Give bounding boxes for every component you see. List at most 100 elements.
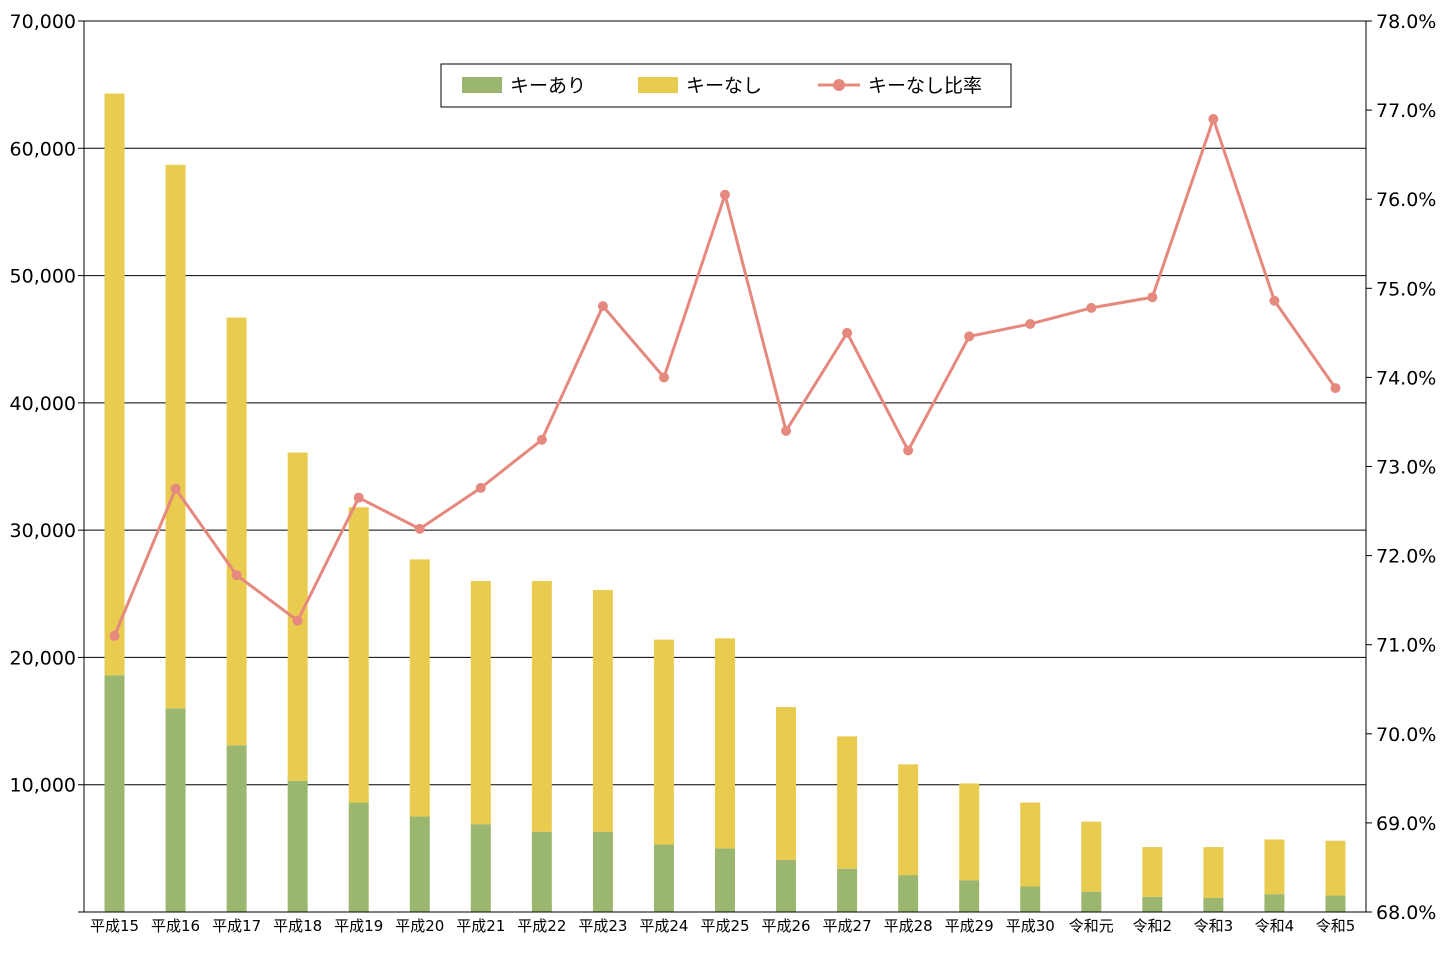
bar-with-key-14 bbox=[959, 880, 980, 912]
ratio-point-20 bbox=[1330, 383, 1341, 394]
ratio-line bbox=[109, 114, 1341, 641]
y-left-label-6: 70,000 bbox=[10, 11, 76, 33]
x-label-15: 平成30 bbox=[1006, 917, 1055, 935]
bar-with-key-17 bbox=[1142, 896, 1163, 912]
x-label-13: 平成28 bbox=[884, 917, 933, 935]
bar-without-key-17 bbox=[1142, 847, 1163, 897]
ratio-point-3 bbox=[292, 615, 303, 626]
bar-without-key-15 bbox=[1020, 802, 1041, 887]
y-right-label-7: 75.0% bbox=[1376, 278, 1436, 300]
bar-without-key-19 bbox=[1264, 839, 1285, 895]
ratio-point-16 bbox=[1086, 302, 1097, 313]
bar-with-key-8 bbox=[592, 831, 613, 912]
legend-swatch-with-key bbox=[462, 77, 502, 93]
x-label-5: 平成20 bbox=[395, 917, 444, 935]
bar-with-key-16 bbox=[1081, 891, 1102, 912]
legend-swatch-without-key bbox=[638, 77, 678, 93]
bar-without-key-12 bbox=[837, 736, 858, 869]
ratio-point-14 bbox=[964, 331, 975, 342]
x-label-18: 令和3 bbox=[1194, 917, 1234, 935]
bar-with-key-13 bbox=[898, 875, 919, 912]
ratio-point-9 bbox=[658, 372, 669, 383]
legend-box bbox=[440, 63, 1012, 108]
x-label-9: 平成24 bbox=[639, 917, 688, 935]
y-right-label-5: 73.0% bbox=[1376, 457, 1436, 479]
bar-with-key-11 bbox=[776, 859, 797, 912]
x-label-6: 平成21 bbox=[456, 917, 505, 935]
ratio-point-17 bbox=[1147, 292, 1158, 303]
x-label-7: 平成22 bbox=[517, 917, 566, 935]
bar-with-key-7 bbox=[531, 831, 552, 912]
y-right-label-3: 71.0% bbox=[1376, 635, 1436, 657]
y-left-label-5: 60,000 bbox=[10, 138, 76, 160]
bar-with-key-19 bbox=[1264, 894, 1285, 912]
bar-with-key-3 bbox=[287, 780, 308, 912]
bar-without-key-0 bbox=[104, 93, 125, 676]
ratio-point-10 bbox=[720, 189, 730, 200]
bar-without-key-14 bbox=[959, 783, 980, 881]
legend-label-without-key: キーなし bbox=[686, 75, 762, 97]
ratio-point-15 bbox=[1025, 318, 1036, 329]
bar-without-key-4 bbox=[348, 507, 369, 803]
x-label-14: 平成29 bbox=[945, 917, 994, 935]
y-right-label-10: 78.0% bbox=[1376, 11, 1436, 33]
y-right-label-0: 68.0% bbox=[1376, 902, 1436, 924]
ratio-point-18 bbox=[1208, 114, 1219, 125]
x-label-0: 平成15 bbox=[90, 917, 139, 935]
y-left-label-3: 40,000 bbox=[10, 393, 76, 415]
bar-with-key-18 bbox=[1203, 897, 1224, 912]
y-left-label-1: 20,000 bbox=[10, 647, 76, 669]
bar-with-key-10 bbox=[715, 848, 735, 912]
bar-without-key-9 bbox=[653, 639, 674, 845]
x-label-11: 平成26 bbox=[762, 917, 811, 935]
legend-label-with-key: キーあり bbox=[510, 75, 586, 97]
bar-with-key-5 bbox=[409, 816, 430, 912]
bar-with-key-9 bbox=[653, 844, 674, 912]
ratio-point-4 bbox=[353, 492, 364, 503]
tick-labels: 10,000 20,000 30,000 40,000 50,000 60,000 70,0… bbox=[10, 11, 1437, 935]
legend-label-ratio: キーなし比率 bbox=[868, 75, 982, 97]
bar-without-key-7 bbox=[531, 581, 552, 832]
bar-with-key-1 bbox=[165, 708, 186, 912]
legend-marker-ratio bbox=[833, 79, 845, 91]
ratio-point-5 bbox=[414, 523, 425, 534]
y-right-label-8: 76.0% bbox=[1376, 189, 1436, 211]
bar-with-key-4 bbox=[348, 802, 369, 912]
bar-without-key-8 bbox=[592, 589, 613, 832]
ratio-point-1 bbox=[170, 483, 181, 494]
x-label-1: 平成16 bbox=[151, 917, 200, 935]
ratio-point-12 bbox=[842, 327, 853, 338]
ratio-point-7 bbox=[536, 434, 547, 445]
bar-without-key-13 bbox=[898, 764, 919, 876]
axes bbox=[78, 20, 1372, 913]
x-label-17: 令和2 bbox=[1133, 917, 1173, 935]
x-label-20: 令和5 bbox=[1316, 917, 1356, 935]
y-right-label-9: 77.0% bbox=[1376, 100, 1436, 122]
y-right-label-2: 70.0% bbox=[1376, 724, 1436, 746]
bar-without-key-16 bbox=[1081, 821, 1102, 892]
x-label-10: 平成25 bbox=[700, 917, 749, 935]
y-right-label-1: 69.0% bbox=[1376, 813, 1436, 835]
x-label-12: 平成27 bbox=[823, 917, 872, 935]
y-left-label-4: 50,000 bbox=[10, 266, 76, 288]
ratio-point-8 bbox=[597, 301, 608, 312]
bar-without-key-10 bbox=[715, 638, 735, 849]
bar-with-key-15 bbox=[1020, 886, 1041, 912]
x-label-8: 平成23 bbox=[578, 917, 627, 935]
bars bbox=[104, 93, 1346, 912]
ratio-point-19 bbox=[1269, 295, 1280, 306]
x-label-2: 平成17 bbox=[212, 917, 261, 935]
y-right-label-4: 72.0% bbox=[1376, 546, 1436, 568]
y-left-label-0: 10,000 bbox=[10, 775, 76, 797]
bar-without-key-20 bbox=[1325, 840, 1346, 896]
bar-without-key-11 bbox=[776, 707, 797, 860]
bar-with-key-6 bbox=[470, 824, 491, 912]
bar-without-key-6 bbox=[470, 581, 491, 825]
bar-without-key-5 bbox=[409, 559, 430, 817]
x-label-16: 令和元 bbox=[1069, 917, 1114, 935]
bar-with-key-0 bbox=[104, 675, 125, 912]
legend: キーあり キーなし キーなし比率 bbox=[440, 63, 1012, 108]
bar-without-key-2 bbox=[226, 317, 247, 746]
